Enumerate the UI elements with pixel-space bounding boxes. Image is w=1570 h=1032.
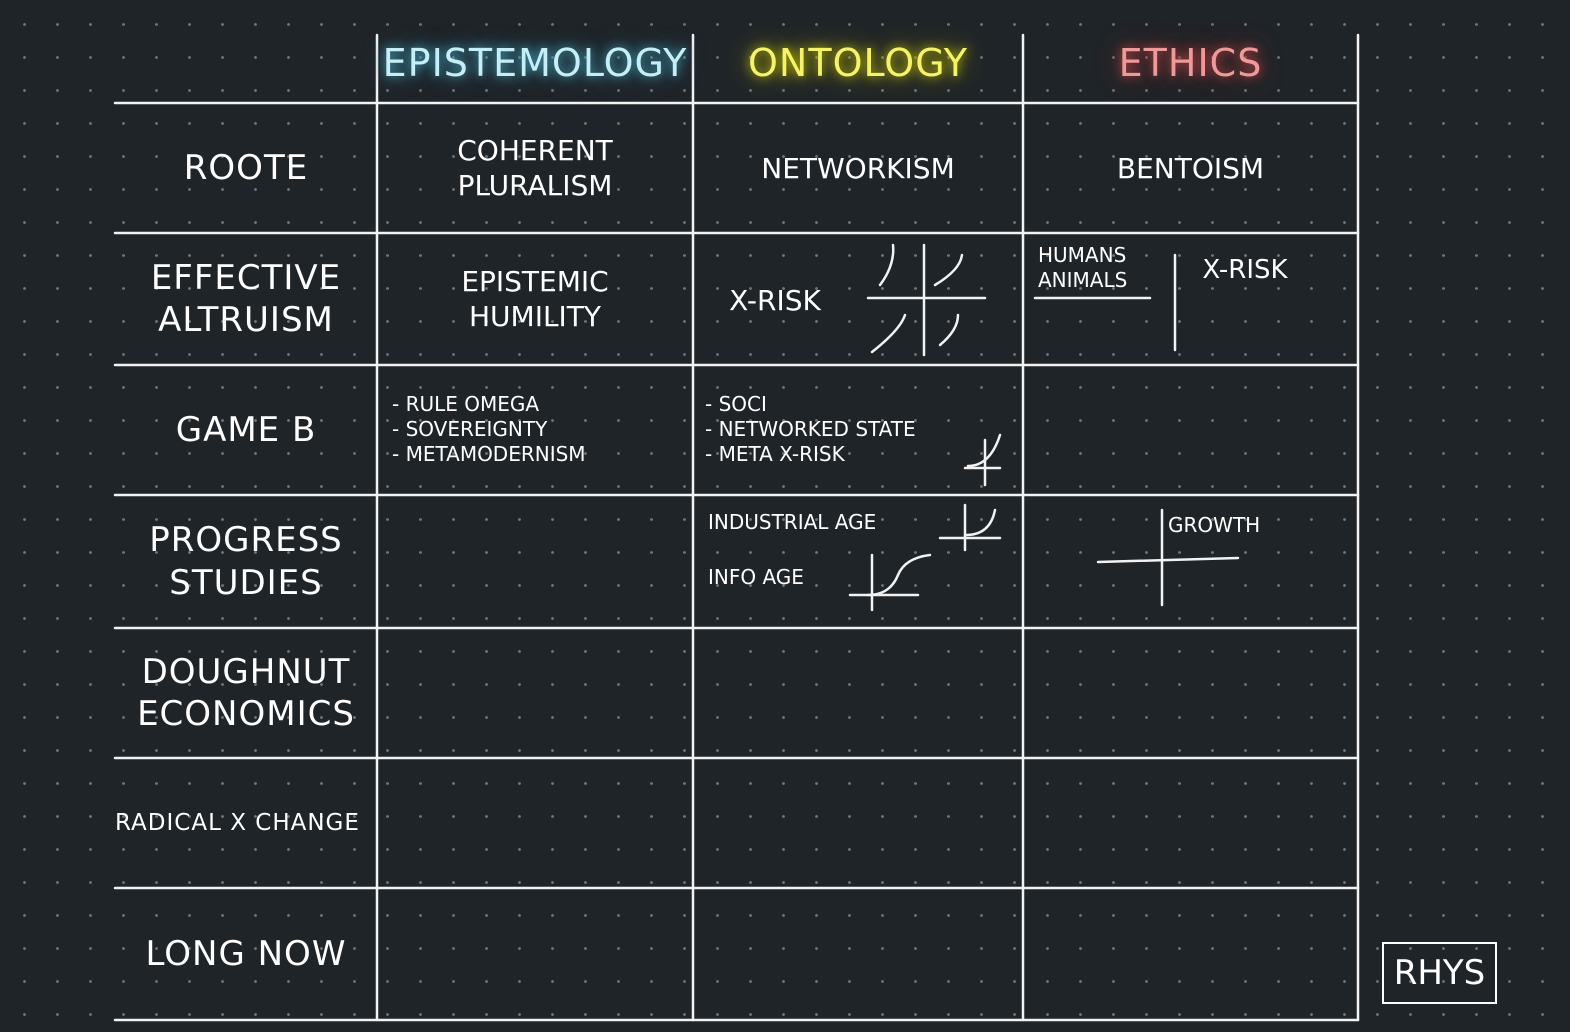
row-label: RADICAL X CHANGE bbox=[115, 758, 377, 888]
text-line: LONG NOW bbox=[145, 933, 347, 974]
cell-text: INDUSTRIAL AGE INFO AGE bbox=[708, 495, 948, 605]
text-line: ALTRUISM bbox=[158, 300, 334, 340]
text-line: - SOVEREIGNTY bbox=[392, 416, 548, 441]
text-line: ECONOMICS bbox=[137, 694, 355, 734]
text-line: EPISTEMIC bbox=[461, 265, 609, 298]
row-label: PROGRESS STUDIES bbox=[115, 495, 377, 628]
text-line: DOUGHNUT bbox=[141, 651, 351, 692]
cell-text: EPISTEMIC HUMILITY bbox=[377, 233, 693, 365]
row-label: ROOTE bbox=[115, 103, 377, 233]
text-line: - RULE OMEGA bbox=[392, 391, 540, 416]
cell-text: X-RISK bbox=[710, 240, 840, 360]
signature: RHYS bbox=[1382, 942, 1497, 1004]
text-line: - SOCI bbox=[705, 391, 767, 416]
text-line: STUDIES bbox=[169, 562, 323, 603]
text-line: NETWORKISM bbox=[761, 151, 955, 185]
text-line: INFO AGE bbox=[708, 565, 804, 589]
column-header: ETHICS bbox=[1118, 40, 1263, 85]
text-line: HUMANS bbox=[1038, 243, 1127, 267]
text-line: ROOTE bbox=[183, 147, 309, 188]
sketch bbox=[848, 243, 1240, 612]
text-line: COHERENT bbox=[457, 134, 613, 167]
text-line: - METAMODERNISM bbox=[392, 441, 586, 466]
text-line: GAME B bbox=[175, 409, 317, 450]
cell-text: HUMANS ANIMALS bbox=[1038, 238, 1158, 298]
text-line: HUMILITY bbox=[468, 300, 602, 333]
text-line: INDUSTRIAL AGE bbox=[708, 510, 877, 534]
text-line: RADICAL X CHANGE bbox=[115, 809, 360, 836]
text-line: - META X-RISK bbox=[705, 441, 845, 466]
text-line: X-RISK bbox=[729, 283, 821, 317]
cell-text: NETWORKISM bbox=[693, 103, 1023, 233]
cell-text: COHERENT PLURALISM bbox=[377, 103, 693, 233]
row-label: LONG NOW bbox=[115, 888, 377, 1020]
column-header: EPISTEMOLOGY bbox=[382, 40, 688, 85]
text-line: PROGRESS bbox=[149, 520, 343, 560]
column-header: ONTOLOGY bbox=[748, 40, 968, 85]
row-label: EFFECTIVE ALTRUISM bbox=[115, 233, 377, 365]
text-line: X-RISK bbox=[1202, 255, 1288, 285]
cell-text: BENTOISM bbox=[1023, 103, 1358, 233]
cell-text: - SOCI - NETWORKED STATE - META X-RISK bbox=[705, 368, 1005, 490]
cell-text: GROWTH bbox=[1168, 505, 1318, 545]
text-line: - NETWORKED STATE bbox=[705, 416, 916, 441]
row-label: GAME B bbox=[115, 365, 377, 495]
text-line: BENTOISM bbox=[1116, 151, 1265, 185]
text-line: GROWTH bbox=[1168, 512, 1261, 537]
text-line: ANIMALS bbox=[1038, 268, 1128, 292]
row-label: DOUGHNUT ECONOMICS bbox=[115, 628, 377, 758]
text-line: PLURALISM bbox=[457, 169, 613, 202]
text-line: EFFECTIVE bbox=[150, 257, 342, 298]
cell-text: - RULE OMEGA - SOVEREIGNTY - METAMODERNISM bbox=[392, 368, 692, 490]
